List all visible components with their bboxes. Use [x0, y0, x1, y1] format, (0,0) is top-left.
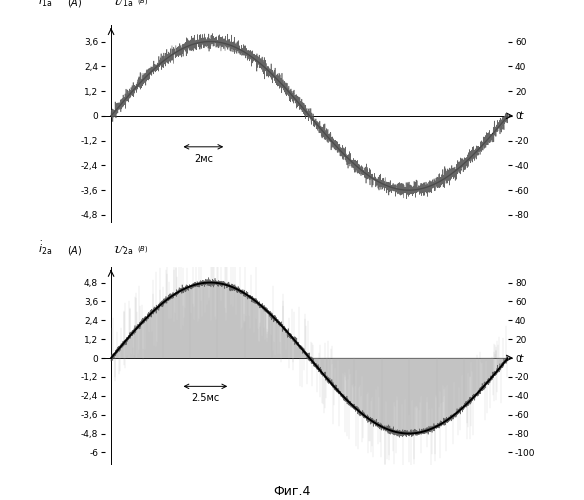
Text: $\dot{i}_{2\mathrm{a}}$: $\dot{i}_{2\mathrm{a}}$ [39, 240, 53, 257]
Text: $\mathcal{U}_{2\mathrm{a}}$: $\mathcal{U}_{2\mathrm{a}}$ [113, 243, 133, 257]
Text: Фиг.4: Фиг.4 [273, 485, 311, 498]
Text: $(A)$: $(A)$ [67, 244, 82, 257]
Text: 2.5мс: 2.5мс [191, 394, 220, 404]
Text: $(A)$: $(A)$ [67, 0, 82, 9]
Text: $t$: $t$ [518, 352, 524, 364]
Text: $t$: $t$ [518, 109, 524, 121]
Text: $^{(B)}$: $^{(B)}$ [137, 247, 149, 257]
Text: 2мс: 2мс [194, 154, 213, 164]
Text: $^{(B)}$: $^{(B)}$ [137, 0, 149, 9]
Text: $\mathcal{U}_{1\mathrm{a}}$: $\mathcal{U}_{1\mathrm{a}}$ [113, 0, 133, 9]
Text: $\dot{i}_{1\mathrm{a}}$: $\dot{i}_{1\mathrm{a}}$ [39, 0, 53, 9]
